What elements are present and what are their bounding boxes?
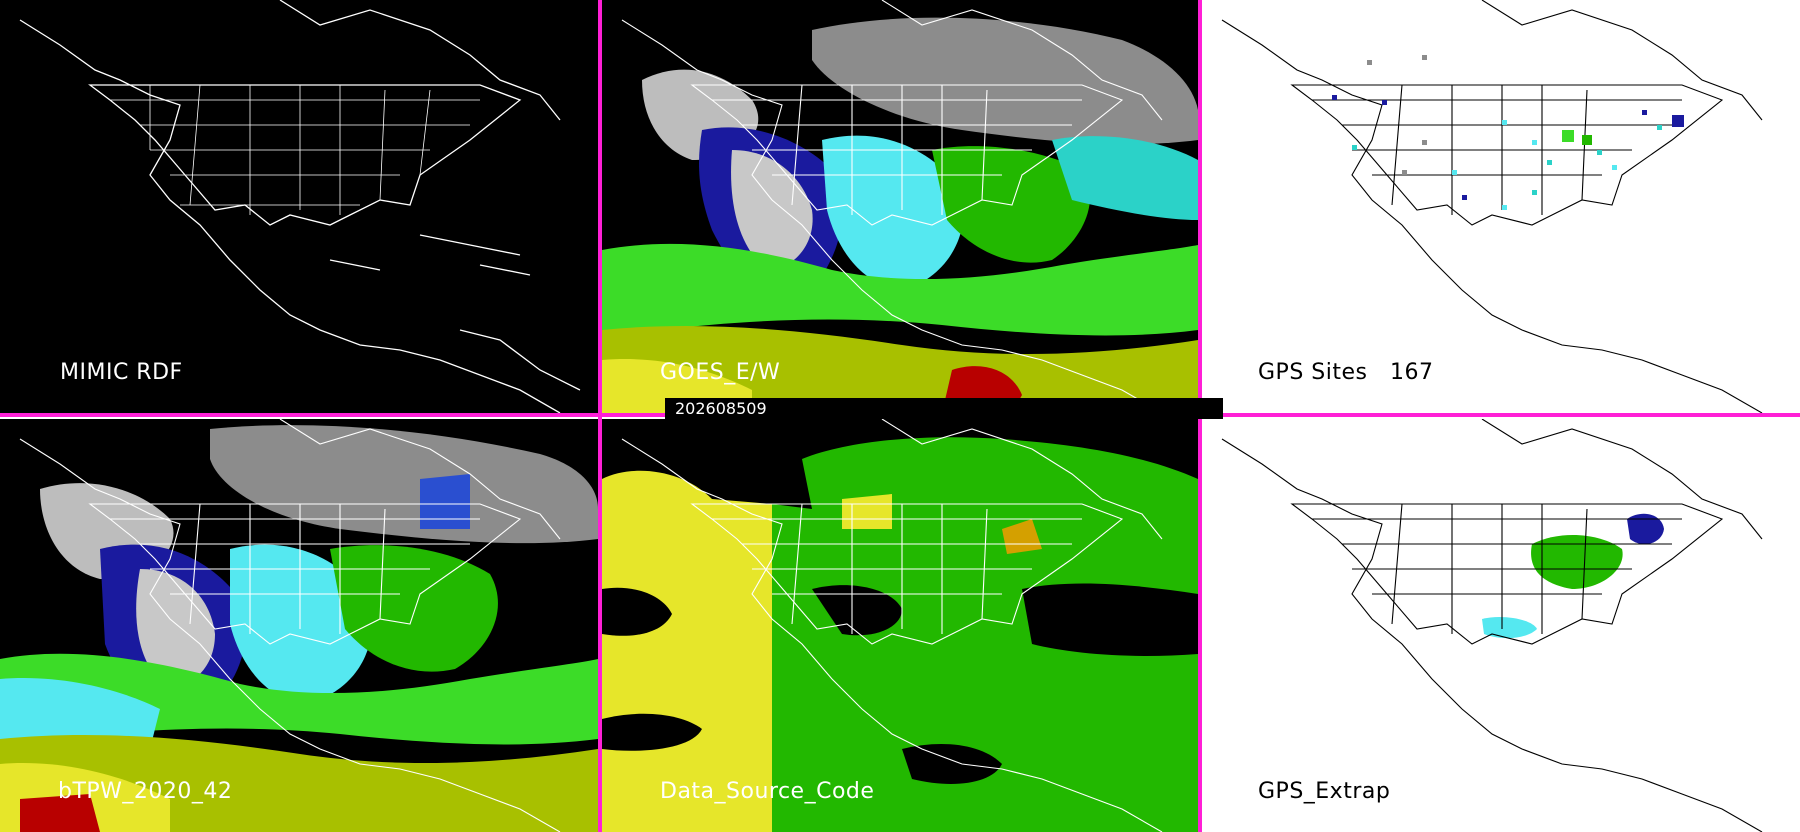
map-gps-sites [1221, 0, 1763, 413]
panel-label: GPS Sites 167 [1258, 360, 1434, 385]
panel-goes-ew: GOES_E/W [602, 0, 1198, 413]
map-data-source-code [602, 419, 1198, 832]
panel-label: GOES_E/W [660, 360, 781, 385]
panel-mimic-rdf: MIMIC RDF [0, 0, 598, 413]
map-btpw [0, 419, 598, 832]
panel-gps-extrap: GPS_Extrap [1202, 419, 1800, 832]
map-goes-ew [602, 0, 1198, 413]
timestamp-label: 202608509 [665, 398, 1223, 419]
panel-label: MIMIC RDF [60, 360, 183, 385]
panel-label: GPS_Extrap [1258, 779, 1391, 804]
gps-site-markers [1332, 55, 1684, 210]
panel-data-source-code: Data_Source_Code [602, 419, 1198, 832]
map-gps-extrap [1221, 419, 1763, 832]
panel-btpw: bTPW_2020_42 [0, 419, 598, 832]
panel-label: Data_Source_Code [660, 779, 875, 804]
map-mimic-rdf [19, 0, 581, 413]
panel-label: bTPW_2020_42 [58, 779, 233, 804]
panel-gps-sites: GPS Sites 167 [1202, 0, 1800, 413]
